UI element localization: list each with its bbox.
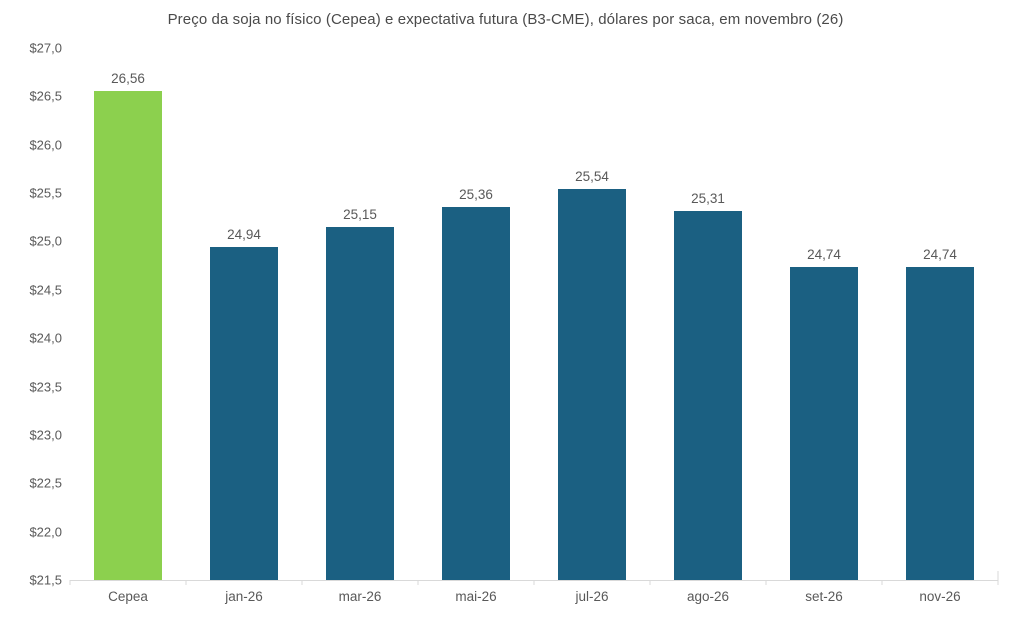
category-label: Cepea bbox=[108, 589, 148, 604]
bar-slot: 25,31 bbox=[650, 48, 766, 580]
x-axis-tick bbox=[301, 580, 303, 585]
x-axis-tick bbox=[649, 580, 651, 585]
y-tick-label: $26,5 bbox=[29, 88, 62, 104]
bar-jan-26: 24,94 bbox=[210, 227, 278, 580]
bar-slot: 24,74 bbox=[882, 48, 998, 580]
bar-set-26: 24,74 bbox=[790, 247, 858, 580]
x-axis-tick bbox=[69, 580, 71, 585]
bar-mar-26: 25,15 bbox=[326, 207, 394, 580]
category-label: ago-26 bbox=[686, 589, 730, 604]
y-tick-label: $25,5 bbox=[29, 185, 62, 201]
y-tick-label: $23,5 bbox=[29, 379, 62, 395]
bar-value-label: 25,15 bbox=[343, 206, 377, 222]
bar-slot: 24,94 bbox=[186, 48, 302, 580]
category-label: jan-26 bbox=[225, 589, 263, 604]
y-tick-label: $22,0 bbox=[29, 524, 62, 540]
y-axis-labels: $27,0 $26,5 $26,0 $25,5 $25,0 $24,5 $24,0 $23,5… bbox=[0, 41, 62, 588]
bar-ago-26: 25,31 bbox=[674, 191, 742, 580]
y-tick-label: $23,0 bbox=[29, 427, 62, 443]
category-label: nov-26 bbox=[919, 589, 961, 604]
chart-title: Preço da soja no físico (Cepea) e expect… bbox=[167, 11, 844, 28]
x-axis-tick bbox=[533, 580, 535, 585]
bar-value-label: 25,54 bbox=[575, 169, 609, 185]
category-label: mar-26 bbox=[338, 589, 382, 604]
bar-slot: 25,15 bbox=[302, 48, 418, 580]
x-axis-line bbox=[69, 571, 999, 585]
bar-slot: 26,56 bbox=[70, 48, 186, 580]
y-tick-label: $21,5 bbox=[29, 572, 62, 588]
x-axis-tick bbox=[881, 580, 883, 585]
bar-jul-26: 25,54 bbox=[558, 169, 626, 580]
bar-value-label: 25,36 bbox=[459, 186, 493, 202]
x-axis-tick bbox=[417, 580, 419, 585]
x-axis-tick bbox=[997, 571, 999, 585]
bar-slot: 25,36 bbox=[418, 48, 534, 580]
x-axis-tick bbox=[185, 580, 187, 585]
bar-value-label: 24,74 bbox=[923, 246, 957, 262]
y-tick-label: $24,5 bbox=[29, 282, 62, 298]
bar-slot: 25,54 bbox=[534, 48, 650, 580]
bar-cepea: 26,56 bbox=[94, 71, 162, 580]
bar-nov-26: 24,74 bbox=[906, 247, 974, 580]
x-axis-labels: Cepea jan-26 mar-26 mai-26 jul-26 ago-26 set-2… bbox=[70, 589, 998, 604]
y-tick-label: $27,0 bbox=[29, 40, 62, 56]
plot-area: 26,56 24,94 25,15 25,36 25,54 25,31 24,74 24,74 bbox=[70, 48, 998, 580]
y-tick-label: $24,0 bbox=[29, 330, 62, 346]
bar-value-label: 24,74 bbox=[807, 246, 841, 262]
y-tick-label: $25,0 bbox=[29, 233, 62, 249]
y-tick-label: $26,0 bbox=[29, 137, 62, 153]
bar-value-label: 25,31 bbox=[691, 191, 725, 207]
category-label: mai-26 bbox=[455, 589, 497, 604]
bar-mai-26: 25,36 bbox=[442, 187, 510, 580]
category-label: set-26 bbox=[805, 589, 843, 604]
bar-value-label: 26,56 bbox=[111, 70, 145, 86]
category-label: jul-26 bbox=[575, 589, 609, 604]
bar-value-label: 24,94 bbox=[227, 227, 261, 243]
x-axis-tick bbox=[765, 580, 767, 585]
bar-slot: 24,74 bbox=[766, 48, 882, 580]
y-tick-label: $22,5 bbox=[29, 475, 62, 491]
